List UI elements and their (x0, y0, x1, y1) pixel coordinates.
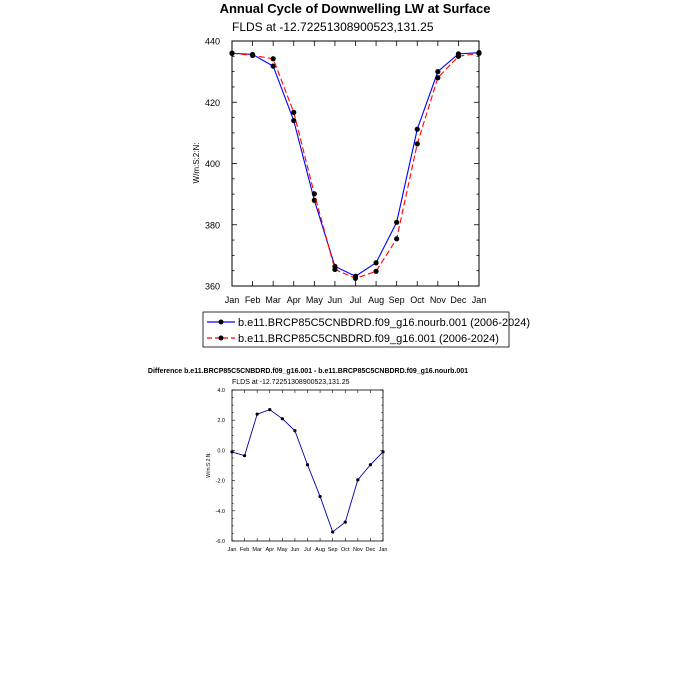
chart2-x-tick-label: May (277, 547, 288, 553)
chart2-y-tick-label: 0.0 (217, 448, 225, 454)
chart1-y-tick-label: 380 (205, 220, 220, 230)
chart1-x-tick-label: Jun (328, 295, 343, 305)
chart1-series-2-point (373, 268, 379, 274)
chart1-plot-frame (231, 40, 480, 287)
chart2-x-tick-label: Nov (353, 547, 363, 553)
chart1-y-tick-label: 440 (205, 37, 220, 47)
chart1-series-1-point (394, 219, 400, 225)
chart2-x-tick-label: Dec (366, 547, 376, 553)
chart2-title: Difference b.e11.BRCP85C5CNBDRD.f09_g16.… (148, 368, 468, 375)
chart2-x-tick-label: Apr (265, 547, 274, 553)
chart2-series-1-point (331, 530, 335, 534)
chart1-series-2-line (231, 52, 480, 279)
chart2-y-axis-label: W/m:S:2:N: (206, 452, 212, 478)
chart1-series-1-point (311, 197, 317, 203)
chart1-series-2-point (352, 275, 359, 281)
chart2-series-1-point (293, 429, 297, 433)
chart2-x-tick-label: Jan (228, 547, 237, 553)
chart1-series-1-point (291, 118, 297, 124)
chart1-x-tick-label: Oct (410, 295, 425, 305)
chart1-legend: b.e11.BRCP85C5CNBDRD.f09_g16.nourb.001 (… (202, 311, 530, 348)
chart1-x-tick-label: May (306, 295, 324, 305)
chart2-series-1-point (268, 408, 272, 412)
chart2-x-tick-label: Feb (240, 547, 249, 553)
chart2-series-1-point (255, 412, 259, 416)
chart2-series-1-point (242, 454, 247, 458)
chart1-x-tick-label: Dec (450, 295, 467, 305)
chart1-series-2-point (249, 52, 256, 58)
chart1-series-2-point (414, 141, 420, 147)
chart1-series-1-point (414, 126, 420, 132)
chart1-series-2-point (455, 53, 462, 59)
chart2-series-1-point (305, 463, 310, 467)
chart2-x-tick-label: Oct (341, 547, 350, 553)
chart1-x-tick-label: Feb (245, 295, 261, 305)
chart2-series-1-point (368, 463, 373, 467)
chart2-x-tick-label: Sep (328, 547, 338, 553)
chart1-plot: Jan Feb Mar Apr May Jun Jul Aug Sep Oct Nov Dec Jan 3… (205, 37, 486, 306)
legend-marker-series-1 (218, 319, 224, 325)
chart2-series-1-point (343, 520, 347, 524)
chart2-series-1-point (318, 494, 322, 499)
chart1-series-2-point (270, 56, 276, 62)
chart2-series-1-line (231, 409, 384, 533)
legend-label-series-2: b.e11.BRCP85C5CNBDRD.f09_g16.001 (2006-2… (238, 333, 499, 345)
chart1-y-tick-label: 400 (205, 159, 220, 169)
chart2-series-1-point (230, 450, 234, 454)
chart1-series-2-point (476, 50, 482, 56)
chart1-x-tick-label: Jan (225, 295, 240, 305)
chart1-y-axis-label: W/m:S:2:N: (192, 143, 201, 184)
chart2-series-1-point (280, 417, 284, 421)
chart1-x-tick-label: Jul (350, 295, 362, 305)
chart2-x-tick-label: Aug (315, 547, 325, 553)
chart1-series-2-point (435, 75, 441, 81)
chart1-y-tick-label: 360 (205, 282, 220, 292)
chart1-y-tick-label: 420 (205, 98, 220, 108)
chart1-series-2-point (394, 236, 400, 242)
chart1-x-tick-label: Jan (472, 295, 487, 305)
chart2-y-tick-label: -4.0 (216, 509, 225, 515)
legend-frame (202, 311, 510, 348)
legend-label-series-1: b.e11.BRCP85C5CNBDRD.f09_g16.nourb.001 (… (238, 317, 530, 329)
chart2-x-tick-label: Jun (290, 547, 299, 553)
chart1-subtitle: FLDS at -12.72251308900523,131.25 (232, 20, 434, 34)
chart1-series-2-point (291, 109, 297, 115)
chart1-series-2-point (332, 266, 338, 273)
chart2-y-tick-label: -6.0 (216, 539, 225, 545)
chart2-series-1-point (381, 450, 385, 454)
chart1-series-1-point (373, 260, 379, 266)
chart1-title: Annual Cycle of Downwelling LW at Surfac… (220, 1, 491, 16)
chart1-x-tick-label: Nov (430, 295, 447, 305)
chart2-y-tick-label: 4.0 (217, 388, 225, 394)
chart1-series-2-point (229, 50, 235, 56)
chart1-x-tick-label: Aug (368, 295, 384, 305)
chart1-series-1-point (435, 69, 441, 75)
chart2-x-tick-label: Mar (252, 547, 262, 553)
legend-marker-series-2 (218, 335, 224, 341)
chart2-x-tick-label: Jul (304, 547, 311, 553)
chart1-x-tick-label: Apr (287, 295, 301, 305)
chart2-subtitle: FLDS at -12.72251308900523,131.25 (232, 379, 350, 386)
chart2-plot: Jan Feb Mar Apr May Jun Jul Aug Sep Oct Nov Dec Jan-… (216, 388, 388, 553)
chart1-series-1-point (270, 63, 276, 69)
chart2-y-tick-label: -2.0 (216, 479, 225, 485)
chart2-y-tick-label: 2.0 (217, 418, 225, 424)
chart1-x-tick-label: Mar (265, 295, 281, 305)
chart1-series-1-line (231, 52, 480, 277)
chart1-series-2-point (311, 191, 317, 197)
chart2-series-1-point (356, 478, 360, 482)
chart2-x-tick-label: Jan (379, 547, 388, 553)
chart1-x-tick-label: Sep (389, 295, 405, 305)
